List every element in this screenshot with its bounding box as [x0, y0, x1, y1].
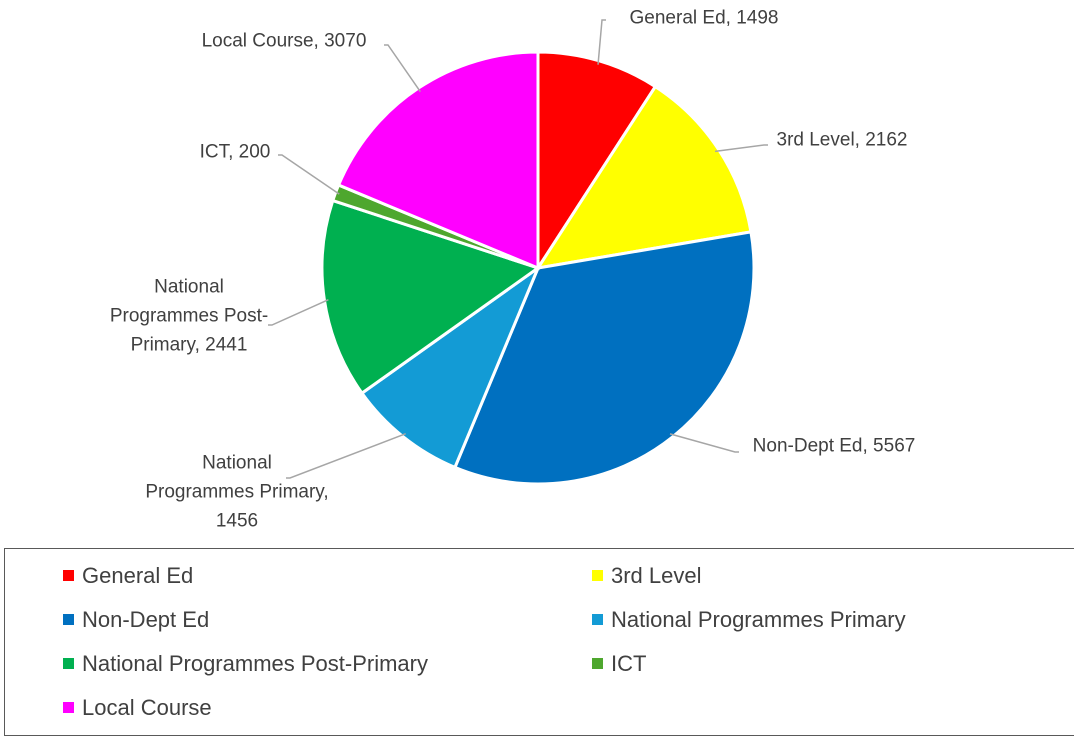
pie-slice — [534, 84, 753, 271]
pie-slice — [320, 198, 542, 396]
data-label: Local Course, 3070 — [201, 30, 367, 52]
legend-label: National Programmes Post-Primary — [82, 651, 428, 676]
legend-item: National Programmes Post-Primary — [63, 651, 428, 677]
legend-label: Non-Dept Ed — [82, 607, 210, 632]
data-label: 3rd Level, 2162 — [776, 129, 908, 151]
legend-label: 3rd Level — [611, 563, 702, 588]
pie-slice — [452, 230, 756, 486]
legend-label: National Programmes Primary — [611, 607, 906, 632]
leader-line — [278, 154, 340, 195]
leader-line — [714, 144, 768, 153]
leader-line — [384, 44, 421, 93]
legend-item: General Ed — [63, 563, 193, 589]
leader-line — [597, 19, 606, 65]
legend-swatch — [592, 658, 603, 669]
data-label: Non-Dept Ed, 5567 — [752, 435, 916, 457]
leader-line — [669, 433, 739, 453]
data-label: ICT, 200 — [199, 141, 271, 163]
legend-swatch — [63, 614, 74, 625]
legend-label: Local Course — [82, 695, 212, 720]
legend: General Ed 3rd Level Non-Dept Ed National P… — [4, 548, 1074, 736]
legend-item: Local Course — [63, 695, 212, 721]
legend-item: National Programmes Primary — [592, 607, 906, 633]
pie-slice — [359, 263, 542, 470]
legend-swatch — [592, 570, 603, 581]
legend-label: General Ed — [82, 563, 194, 588]
legend-label: ICT — [611, 651, 647, 676]
data-label: National Programmes Primary, 1456 — [145, 452, 329, 532]
leader-line — [286, 432, 406, 479]
pie-slice — [536, 50, 658, 274]
data-label: National Programmes Post- Primary, 2441 — [109, 276, 269, 356]
leader-line — [268, 299, 329, 326]
legend-swatch — [63, 658, 74, 669]
legend-item: 3rd Level — [592, 563, 702, 589]
chart — [268, 19, 768, 486]
data-label: General Ed, 1498 — [629, 7, 779, 29]
legend-swatch — [592, 614, 603, 625]
legend-item: ICT — [592, 651, 646, 677]
legend-item: Non-Dept Ed — [63, 607, 209, 633]
legend-swatch — [63, 702, 74, 713]
legend-swatch — [63, 570, 74, 581]
